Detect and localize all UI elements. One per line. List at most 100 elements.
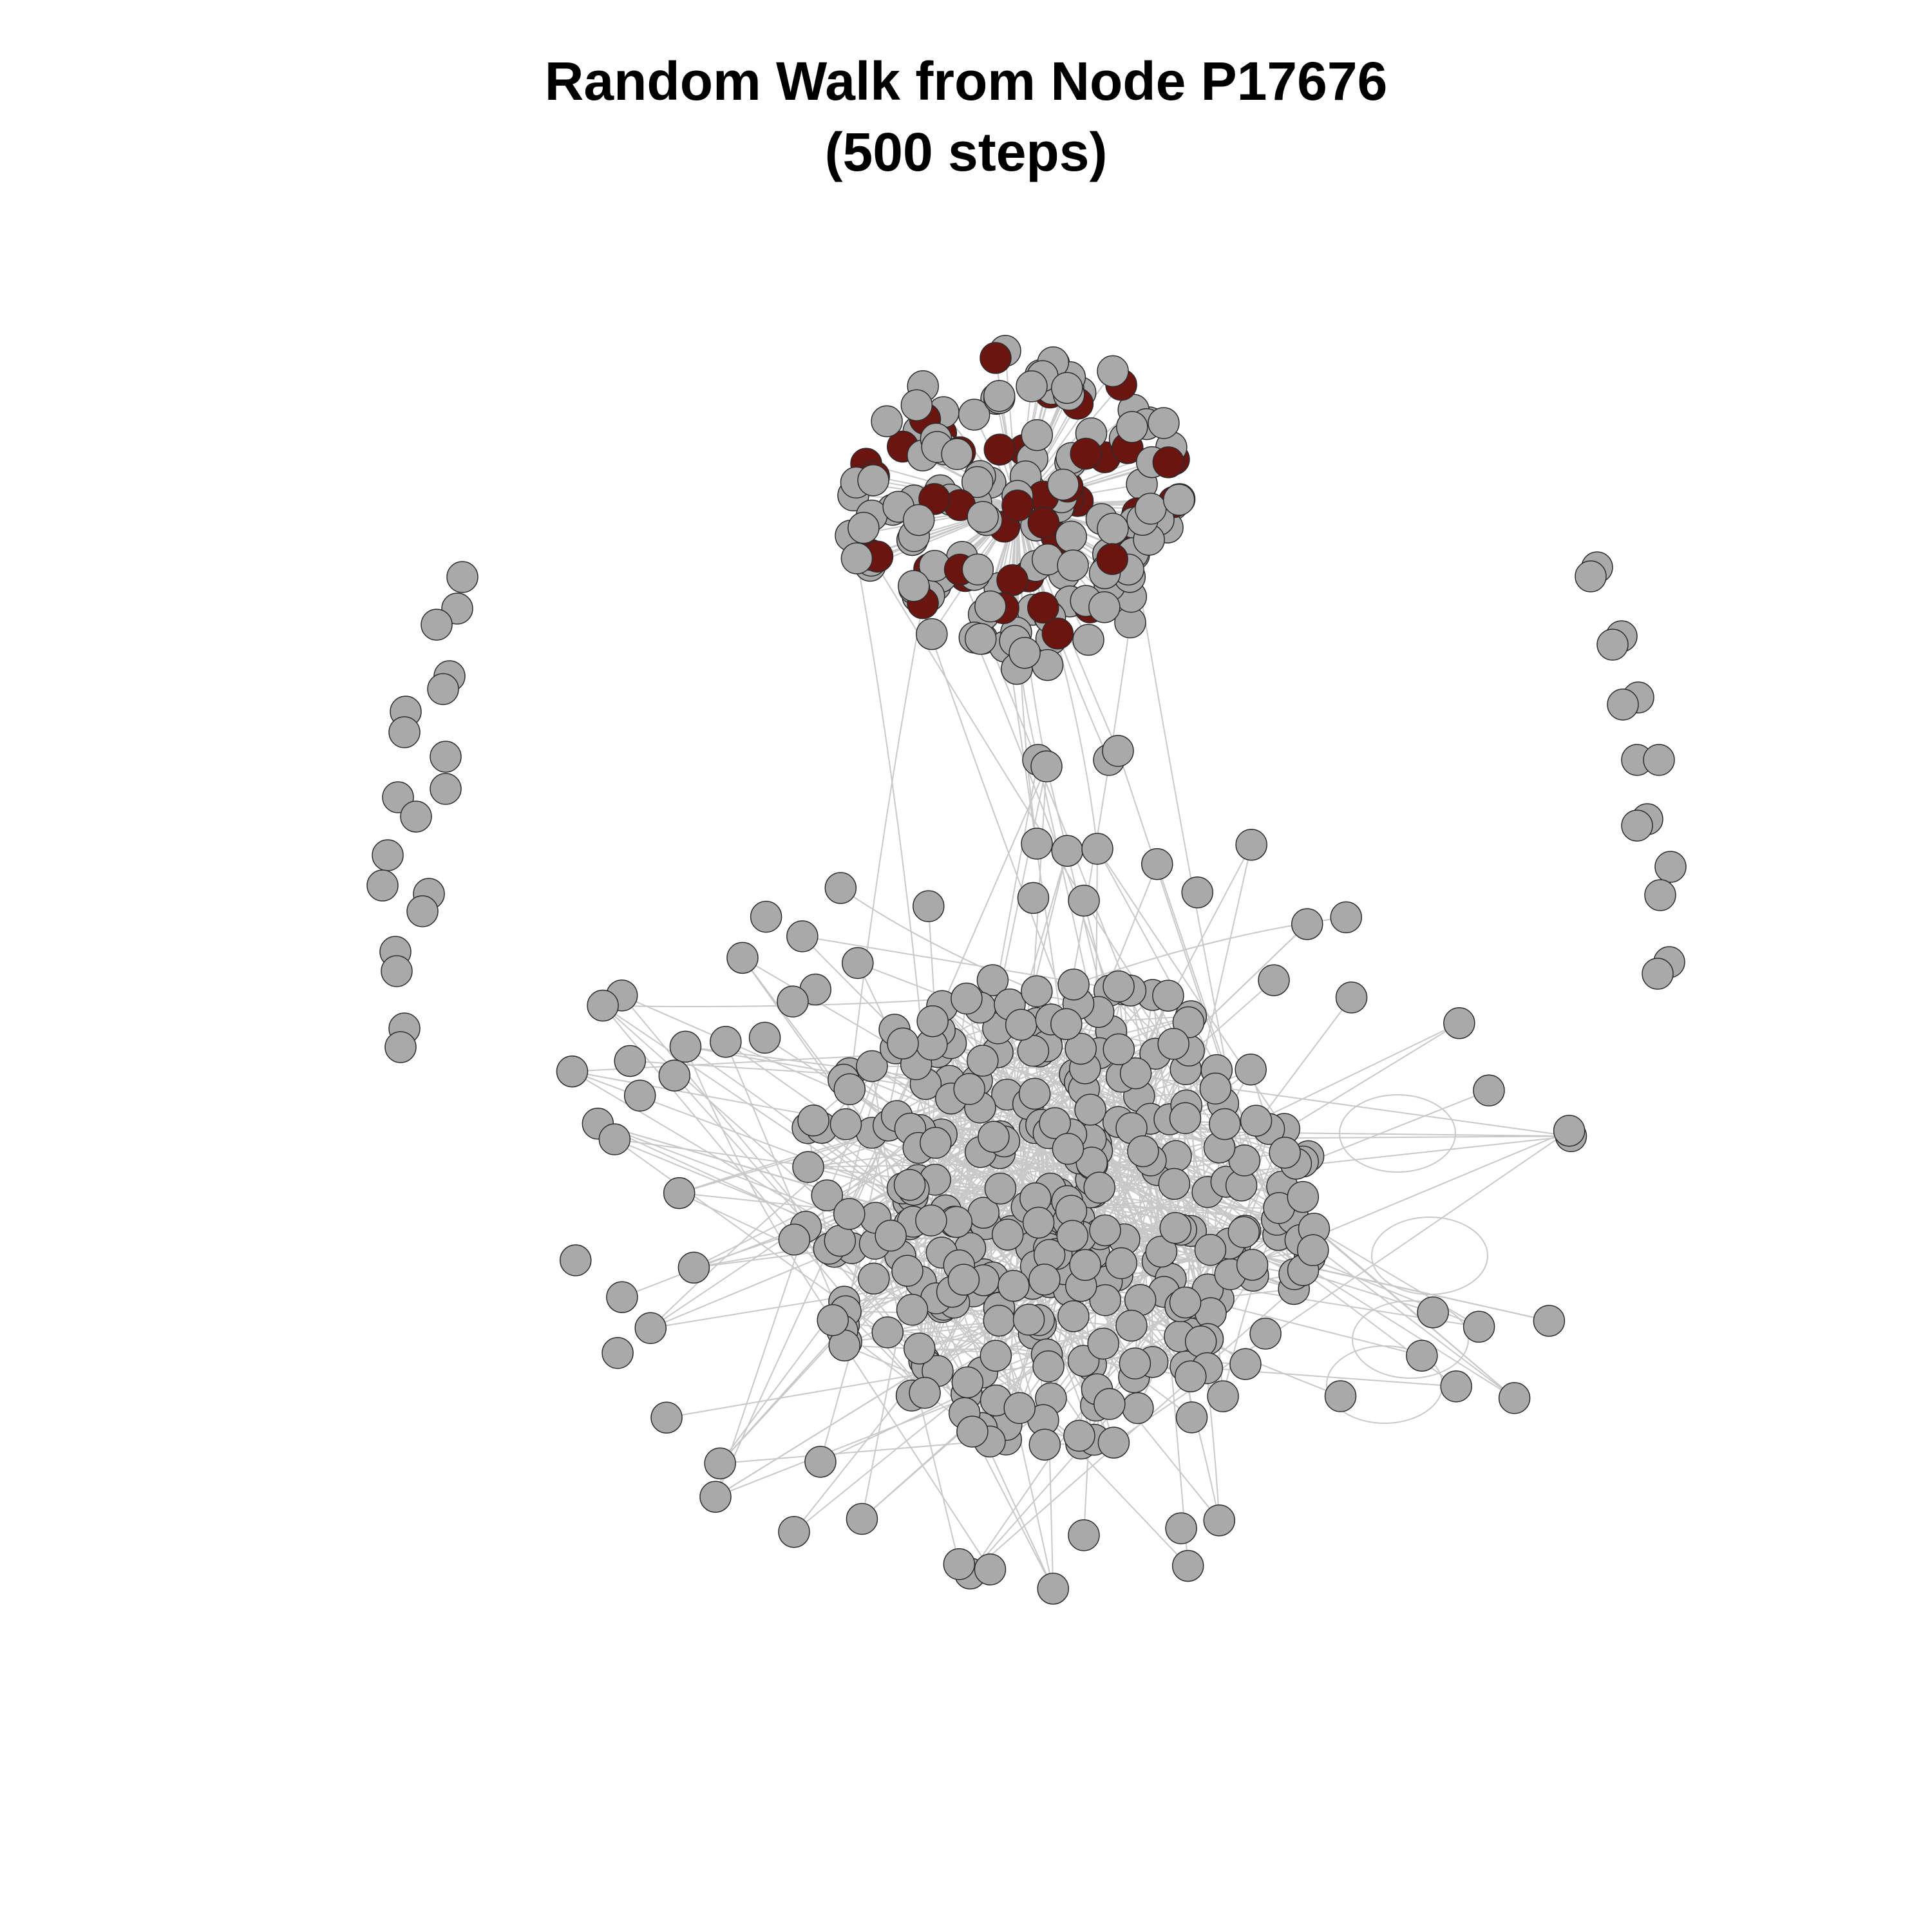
unvisited-node <box>951 1366 984 1399</box>
graph-edge <box>974 637 1110 991</box>
graph-edge <box>720 1439 1007 1464</box>
unvisited-node <box>1094 1388 1126 1420</box>
graph-edge <box>724 1041 845 1326</box>
unvisited-node <box>777 985 809 1018</box>
unvisited-node <box>951 982 983 1015</box>
unvisited-node <box>891 1255 923 1287</box>
unvisited-node <box>704 1447 736 1480</box>
unvisited-node <box>871 1316 904 1349</box>
unvisited-node <box>1068 1519 1100 1551</box>
unvisited-node <box>778 1224 811 1256</box>
unvisited-node <box>1022 1206 1055 1239</box>
unvisited-node <box>1324 1380 1357 1412</box>
unvisited-node <box>1291 908 1323 940</box>
unvisited-node <box>658 1059 691 1092</box>
unvisited-node <box>748 1021 781 1054</box>
isolated-node <box>1654 851 1687 883</box>
graph-edge <box>802 936 895 1030</box>
unvisited-node <box>1236 1249 1269 1281</box>
unvisited-node <box>1229 1348 1262 1380</box>
unvisited-node <box>804 1446 837 1478</box>
unvisited-node <box>1533 1305 1566 1337</box>
unvisited-node <box>1051 835 1083 867</box>
isolated-node <box>427 673 459 705</box>
graph-edge <box>926 1229 1182 1367</box>
unvisited-node <box>560 1244 592 1276</box>
visited-node <box>1152 446 1185 478</box>
isolated-node <box>1621 810 1653 842</box>
unvisited-node <box>1174 1360 1207 1393</box>
unvisited-node <box>750 900 782 933</box>
visited-node <box>1162 484 1195 516</box>
graph-node <box>1096 543 1128 575</box>
unvisited-node <box>634 1312 667 1345</box>
unvisited-node <box>1122 1392 1154 1425</box>
unvisited-node <box>1119 1057 1152 1090</box>
unvisited-node <box>1068 884 1100 917</box>
unvisited-node <box>1081 833 1113 865</box>
unvisited-node <box>1115 1309 1148 1342</box>
unvisited-node <box>1097 1426 1130 1459</box>
unvisited-node <box>1083 1171 1115 1204</box>
unvisited-node <box>1103 970 1135 1003</box>
unvisited-node <box>980 1340 1012 1372</box>
unvisited-node <box>556 1055 589 1088</box>
unvisited-node <box>1103 1033 1135 1066</box>
visited-node <box>964 623 997 655</box>
unvisited-node <box>824 872 857 904</box>
unvisited-node <box>967 1045 999 1077</box>
unvisited-node <box>778 1515 810 1548</box>
unvisited-node <box>1089 1214 1121 1247</box>
unvisited-node <box>1443 1007 1475 1039</box>
unvisited-node <box>1287 1180 1320 1213</box>
unvisited-node <box>833 1073 866 1106</box>
unvisited-node <box>887 1027 919 1059</box>
unvisited-node <box>915 1204 947 1236</box>
unvisited-node <box>1406 1340 1438 1372</box>
unvisited-node <box>1165 1512 1197 1544</box>
visited-node <box>1047 468 1079 501</box>
unvisited-node <box>1145 1235 1178 1268</box>
unvisited-node <box>858 1262 890 1295</box>
graph-edge <box>844 1345 991 1570</box>
visited-node <box>1097 513 1129 545</box>
graph-edge <box>845 603 924 1124</box>
visited-node <box>1070 437 1103 470</box>
graph-edge <box>715 1248 830 1497</box>
unvisited-node <box>710 1025 742 1058</box>
unvisited-node <box>875 1219 907 1252</box>
unvisited-node <box>1227 1216 1260 1249</box>
graph-edge <box>849 1072 1479 1328</box>
unvisited-node <box>1184 1325 1217 1358</box>
unvisited-node <box>842 947 874 980</box>
unvisited-node <box>811 1179 843 1211</box>
unvisited-node <box>1119 1347 1151 1379</box>
unvisited-node <box>976 964 1009 996</box>
chart-title: Random Walk from Node P17676 <box>544 51 1388 111</box>
unvisited-node <box>1269 1137 1301 1169</box>
unvisited-node <box>916 1005 949 1037</box>
graph-node <box>961 466 994 498</box>
unvisited-node <box>1057 1300 1090 1332</box>
graph-edge <box>666 1370 938 1419</box>
unvisited-node <box>1417 1296 1449 1329</box>
unvisited-node <box>1175 1401 1208 1434</box>
graph-edge <box>650 1251 835 1329</box>
unvisited-node <box>1017 882 1050 914</box>
unvisited-node <box>1181 876 1213 909</box>
chart-subtitle: (500 steps) <box>824 122 1108 182</box>
unvisited-node <box>1127 1135 1159 1168</box>
visited-node <box>941 438 973 470</box>
visited-node <box>1116 411 1148 443</box>
unvisited-node <box>587 989 619 1022</box>
visited-node <box>1072 623 1104 656</box>
visited-node <box>958 399 990 431</box>
isolated-node <box>372 839 404 871</box>
graph-edge <box>572 1045 1047 1072</box>
unvisited-node <box>1005 1009 1037 1041</box>
unvisited-node <box>1463 1311 1495 1343</box>
unvisited-node <box>983 1304 1016 1337</box>
unvisited-node <box>1249 1318 1282 1350</box>
unvisited-node <box>1087 1327 1119 1360</box>
graph-node <box>840 542 873 574</box>
